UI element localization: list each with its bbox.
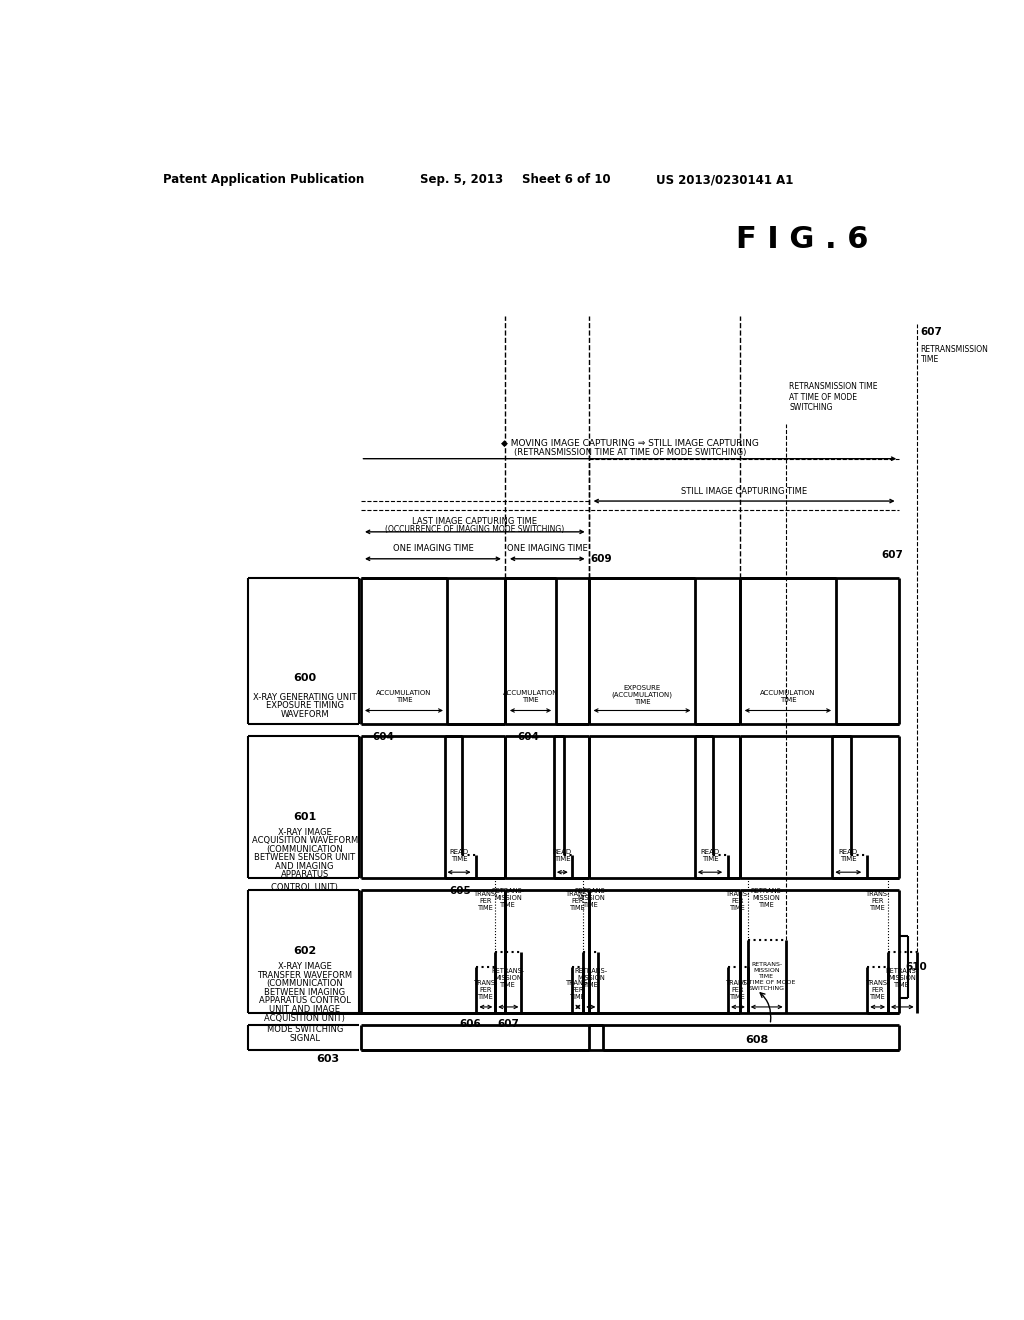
FancyArrowPatch shape	[760, 993, 771, 1022]
Text: MODE SWITCHING: MODE SWITCHING	[266, 1026, 343, 1034]
Text: TRANS-
FER
TIME: TRANS- FER TIME	[865, 891, 890, 911]
Text: 601: 601	[293, 812, 316, 822]
Text: 605: 605	[450, 886, 471, 896]
Text: CONTROL UNIT): CONTROL UNIT)	[271, 883, 338, 892]
Text: READ
TIME: READ TIME	[839, 849, 858, 862]
Text: (RETRANSMISSION TIME AT TIME OF MODE SWITCHING): (RETRANSMISSION TIME AT TIME OF MODE SWI…	[514, 447, 746, 457]
Text: RETRANS-
MISSION
TIME
AT TIME OF MODE
SWITCHING: RETRANS- MISSION TIME AT TIME OF MODE SW…	[738, 962, 795, 990]
Text: (COMMUNICATION: (COMMUNICATION	[266, 845, 343, 854]
Text: READ
TIME: READ TIME	[450, 849, 469, 862]
Text: ◆ MOVING IMAGE CAPTURING ⇒ STILL IMAGE CAPTURING: ◆ MOVING IMAGE CAPTURING ⇒ STILL IMAGE C…	[501, 438, 759, 447]
Text: 603: 603	[316, 1055, 340, 1064]
Text: RETRANS-
MISSION
TIME: RETRANS- MISSION TIME	[751, 887, 783, 908]
Text: 604: 604	[518, 731, 540, 742]
Text: 607: 607	[921, 326, 942, 337]
Text: ACCUMULATION
TIME: ACCUMULATION TIME	[760, 690, 816, 704]
Text: TRANS-
FER
TIME: TRANS- FER TIME	[726, 891, 751, 911]
Text: ACQUISITION WAVEFORM: ACQUISITION WAVEFORM	[252, 836, 357, 845]
Text: RETRANS-
MISSION
TIME: RETRANS- MISSION TIME	[492, 969, 525, 989]
Text: TRANS-
FER
TIME: TRANS- FER TIME	[474, 891, 498, 911]
Text: EXPOSURE TIMING: EXPOSURE TIMING	[265, 701, 344, 710]
Text: RETRANS-
MISSION
TIME: RETRANS- MISSION TIME	[492, 887, 525, 908]
Text: ONE IMAGING TIME: ONE IMAGING TIME	[392, 544, 473, 553]
Text: TRANS-
FER
TIME: TRANS- FER TIME	[726, 979, 751, 1001]
Text: F I G . 6: F I G . 6	[736, 224, 868, 253]
Text: 600: 600	[293, 673, 316, 684]
Text: BETWEEN SENSOR UNIT: BETWEEN SENSOR UNIT	[254, 853, 355, 862]
Text: TRANS-
FER
TIME: TRANS- FER TIME	[565, 979, 590, 1001]
Text: READ
TIME: READ TIME	[700, 849, 720, 862]
Text: 608: 608	[745, 1035, 768, 1045]
Text: RETRANSMISSION
TIME: RETRANSMISSION TIME	[921, 345, 988, 364]
Text: Patent Application Publication: Patent Application Publication	[163, 173, 365, 186]
Text: X-RAY IMAGE: X-RAY IMAGE	[278, 962, 332, 972]
Text: ACCUMULATION
TIME: ACCUMULATION TIME	[503, 690, 558, 704]
Text: 607: 607	[881, 550, 903, 560]
Text: RETRANS-
MISSION
TIME: RETRANS- MISSION TIME	[574, 887, 607, 908]
Text: (OCCURRENCE OF IMAGING MODE SWITCHING): (OCCURRENCE OF IMAGING MODE SWITCHING)	[385, 525, 564, 535]
Text: APPARATUS: APPARATUS	[281, 870, 329, 879]
Text: ACQUISITION UNIT): ACQUISITION UNIT)	[264, 1014, 345, 1023]
Text: APPARATUS CONTROL: APPARATUS CONTROL	[259, 997, 350, 1006]
Text: X-RAY GENERATING UNIT: X-RAY GENERATING UNIT	[253, 693, 356, 702]
Text: LAST IMAGE CAPTURING TIME: LAST IMAGE CAPTURING TIME	[413, 516, 538, 525]
Text: 602: 602	[293, 946, 316, 957]
Text: (COMMUNICATION: (COMMUNICATION	[266, 979, 343, 989]
Text: BETWEEN IMAGING: BETWEEN IMAGING	[264, 987, 345, 997]
Text: ACCUMULATION
TIME: ACCUMULATION TIME	[376, 690, 432, 704]
Text: 610: 610	[905, 962, 927, 972]
Text: EXPOSURE
(ACCUMULATION)
TIME: EXPOSURE (ACCUMULATION) TIME	[611, 685, 673, 705]
Text: AND IMAGING: AND IMAGING	[275, 862, 334, 870]
Text: TRANSFER WAVEFORM: TRANSFER WAVEFORM	[257, 972, 352, 979]
Text: 604: 604	[373, 731, 394, 742]
Text: 606: 606	[460, 1019, 481, 1028]
Text: UNIT AND IMAGE: UNIT AND IMAGE	[269, 1005, 340, 1014]
Text: 609: 609	[590, 554, 611, 564]
Text: US 2013/0230141 A1: US 2013/0230141 A1	[656, 173, 794, 186]
Text: SIGNAL: SIGNAL	[289, 1035, 321, 1043]
Text: TRANS-
FER
TIME: TRANS- FER TIME	[865, 979, 890, 1001]
Text: TRANS-
FER
TIME: TRANS- FER TIME	[474, 979, 498, 1001]
Text: READ
TIME: READ TIME	[553, 849, 571, 862]
Text: STILL IMAGE CAPTURING TIME: STILL IMAGE CAPTURING TIME	[681, 487, 807, 495]
Text: ONE IMAGING TIME: ONE IMAGING TIME	[507, 544, 588, 553]
Text: RETRANS-
MISSION
TIME: RETRANS- MISSION TIME	[886, 969, 919, 989]
Text: X-RAY IMAGE: X-RAY IMAGE	[278, 828, 332, 837]
Text: WAVEFORM: WAVEFORM	[281, 710, 329, 719]
Text: RETRANSMISSION TIME
AT TIME OF MODE
SWITCHING: RETRANSMISSION TIME AT TIME OF MODE SWIT…	[790, 383, 878, 412]
Text: 607: 607	[498, 1019, 519, 1028]
Text: RETRANS-
MISSION
TIME: RETRANS- MISSION TIME	[574, 969, 607, 989]
Text: Sheet 6 of 10: Sheet 6 of 10	[521, 173, 610, 186]
Text: TRANS-
FER
TIME: TRANS- FER TIME	[565, 891, 590, 911]
Text: Sep. 5, 2013: Sep. 5, 2013	[420, 173, 503, 186]
